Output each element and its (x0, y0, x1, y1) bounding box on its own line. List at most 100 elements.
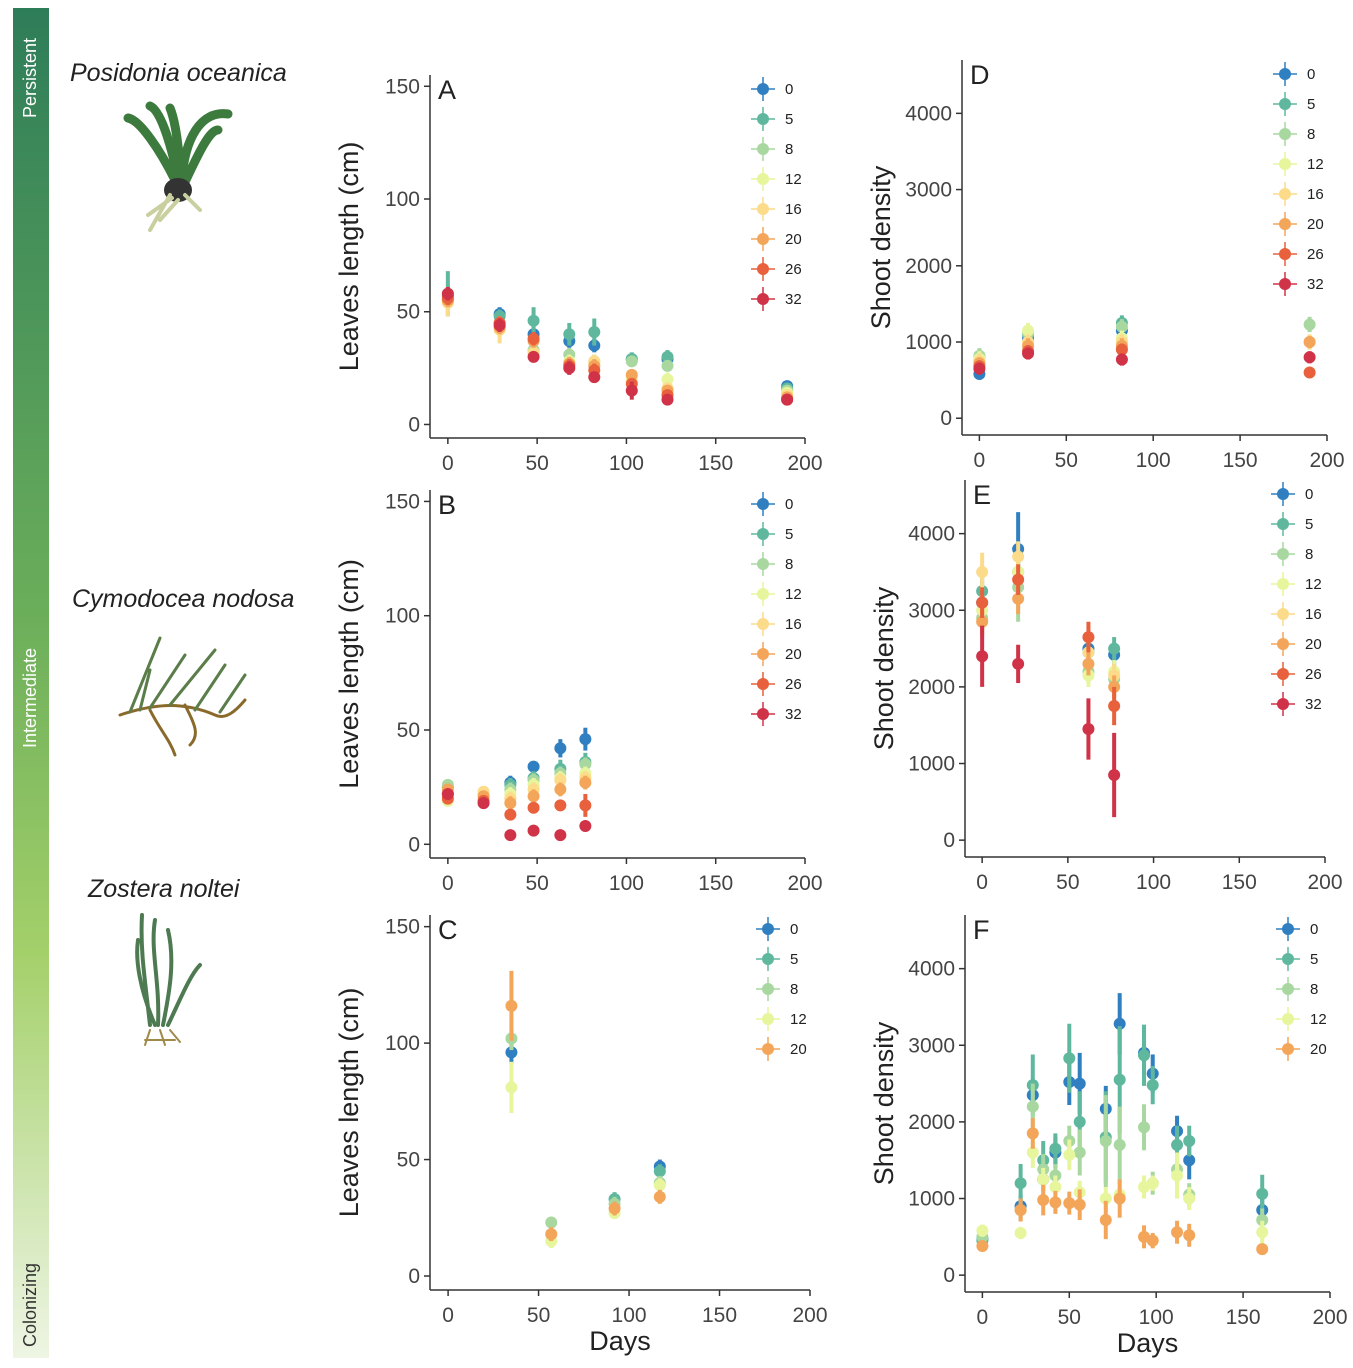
y-axis-title: Shoot density (869, 1021, 899, 1185)
point (625, 355, 638, 368)
x-tick-label: 200 (1312, 1306, 1347, 1329)
legend-label: 26 (1305, 666, 1322, 683)
point (1063, 1052, 1076, 1065)
point (1014, 1177, 1027, 1190)
legend-label: 12 (785, 171, 802, 188)
point (1073, 1115, 1086, 1128)
x-tick-label: 50 (1055, 449, 1078, 472)
point (976, 596, 989, 609)
legend-marker (762, 953, 774, 965)
legend-label: 8 (785, 556, 793, 573)
x-axis-title: Days (1117, 1328, 1179, 1358)
point (554, 742, 567, 755)
x-tick-label: 50 (527, 1304, 550, 1327)
point (527, 350, 540, 363)
legend-label: 32 (1305, 696, 1322, 713)
legend-marker (1282, 1013, 1294, 1025)
y-tick-label: 150 (385, 916, 420, 939)
legend-marker (757, 113, 769, 125)
legend-marker (1282, 923, 1294, 935)
legend-marker (1279, 158, 1291, 170)
legend-marker (762, 1013, 774, 1025)
point (1171, 1226, 1184, 1239)
point (661, 393, 674, 406)
species-name: Cymodocea nodosa (72, 585, 294, 613)
legend-marker (757, 648, 769, 660)
x-tick-label: 100 (1136, 871, 1171, 894)
x-tick-label: 150 (698, 452, 733, 475)
legend-marker (762, 983, 774, 995)
y-tick-label: 0 (943, 829, 955, 852)
legend-label: 16 (785, 616, 802, 633)
y-tick-label: 1000 (905, 331, 952, 354)
x-axis-title: Days (589, 1326, 651, 1356)
legend-marker (757, 558, 769, 570)
x-tick-label: 0 (442, 1304, 454, 1327)
point (505, 1081, 518, 1094)
point (579, 758, 592, 771)
legend-marker (757, 293, 769, 305)
point (579, 733, 592, 746)
point (1113, 1017, 1126, 1030)
point (1022, 324, 1035, 337)
x-tick-label: 100 (609, 872, 644, 895)
y-tick-label: 100 (385, 1032, 420, 1055)
plant-illustration (135, 913, 202, 1046)
point (588, 326, 601, 339)
point (1113, 1192, 1126, 1205)
point (441, 788, 454, 800)
point (1012, 657, 1025, 670)
legend-label: 0 (785, 81, 793, 98)
gradient-bar (13, 8, 49, 1358)
x-tick-label: 0 (977, 1306, 989, 1329)
legend-label: 16 (1305, 606, 1322, 623)
point (1183, 1154, 1196, 1167)
x-tick-label: 0 (442, 872, 454, 895)
species-name: Posidonia oceanica (70, 59, 287, 87)
point (1303, 351, 1316, 364)
point (781, 393, 794, 406)
legend-marker (757, 263, 769, 275)
legend-label: 0 (785, 496, 793, 513)
point (545, 1216, 558, 1229)
x-tick-label: 100 (609, 452, 644, 475)
x-tick-label: 100 (1136, 449, 1171, 472)
point (653, 1190, 666, 1203)
point (505, 999, 518, 1012)
legend-marker (757, 233, 769, 245)
point (661, 359, 674, 372)
legend-label: 12 (790, 1011, 807, 1028)
legend-marker (757, 708, 769, 720)
x-tick-label: 0 (442, 452, 454, 475)
species-name: Zostera noltei (87, 875, 241, 903)
legend-label: 12 (785, 586, 802, 603)
point (1303, 318, 1316, 331)
point (493, 319, 506, 332)
legend-label: 8 (1310, 981, 1318, 998)
point (1073, 1077, 1086, 1090)
point (527, 314, 540, 327)
point (504, 808, 517, 821)
legend-marker (757, 83, 769, 95)
point (653, 1165, 666, 1178)
legend-marker (1279, 128, 1291, 140)
point (527, 790, 540, 803)
point (1115, 320, 1128, 333)
point (625, 368, 638, 381)
point (1146, 1177, 1159, 1190)
legend-marker (1279, 248, 1291, 260)
gradient-label: Persistent (20, 38, 40, 118)
gradient-label: Colonizing (20, 1263, 40, 1347)
point (1115, 353, 1128, 366)
point (505, 1046, 518, 1059)
legend-label: 12 (1310, 1011, 1327, 1028)
legend-label: 20 (1310, 1041, 1327, 1058)
y-axis-title: Leaves length (cm) (334, 988, 364, 1218)
point (1012, 550, 1025, 563)
point (1099, 1135, 1112, 1148)
point (1026, 1127, 1039, 1140)
legend-label: 20 (1307, 216, 1324, 233)
legend-marker (1277, 668, 1289, 680)
point (661, 373, 674, 386)
panel-label: B (438, 490, 456, 520)
